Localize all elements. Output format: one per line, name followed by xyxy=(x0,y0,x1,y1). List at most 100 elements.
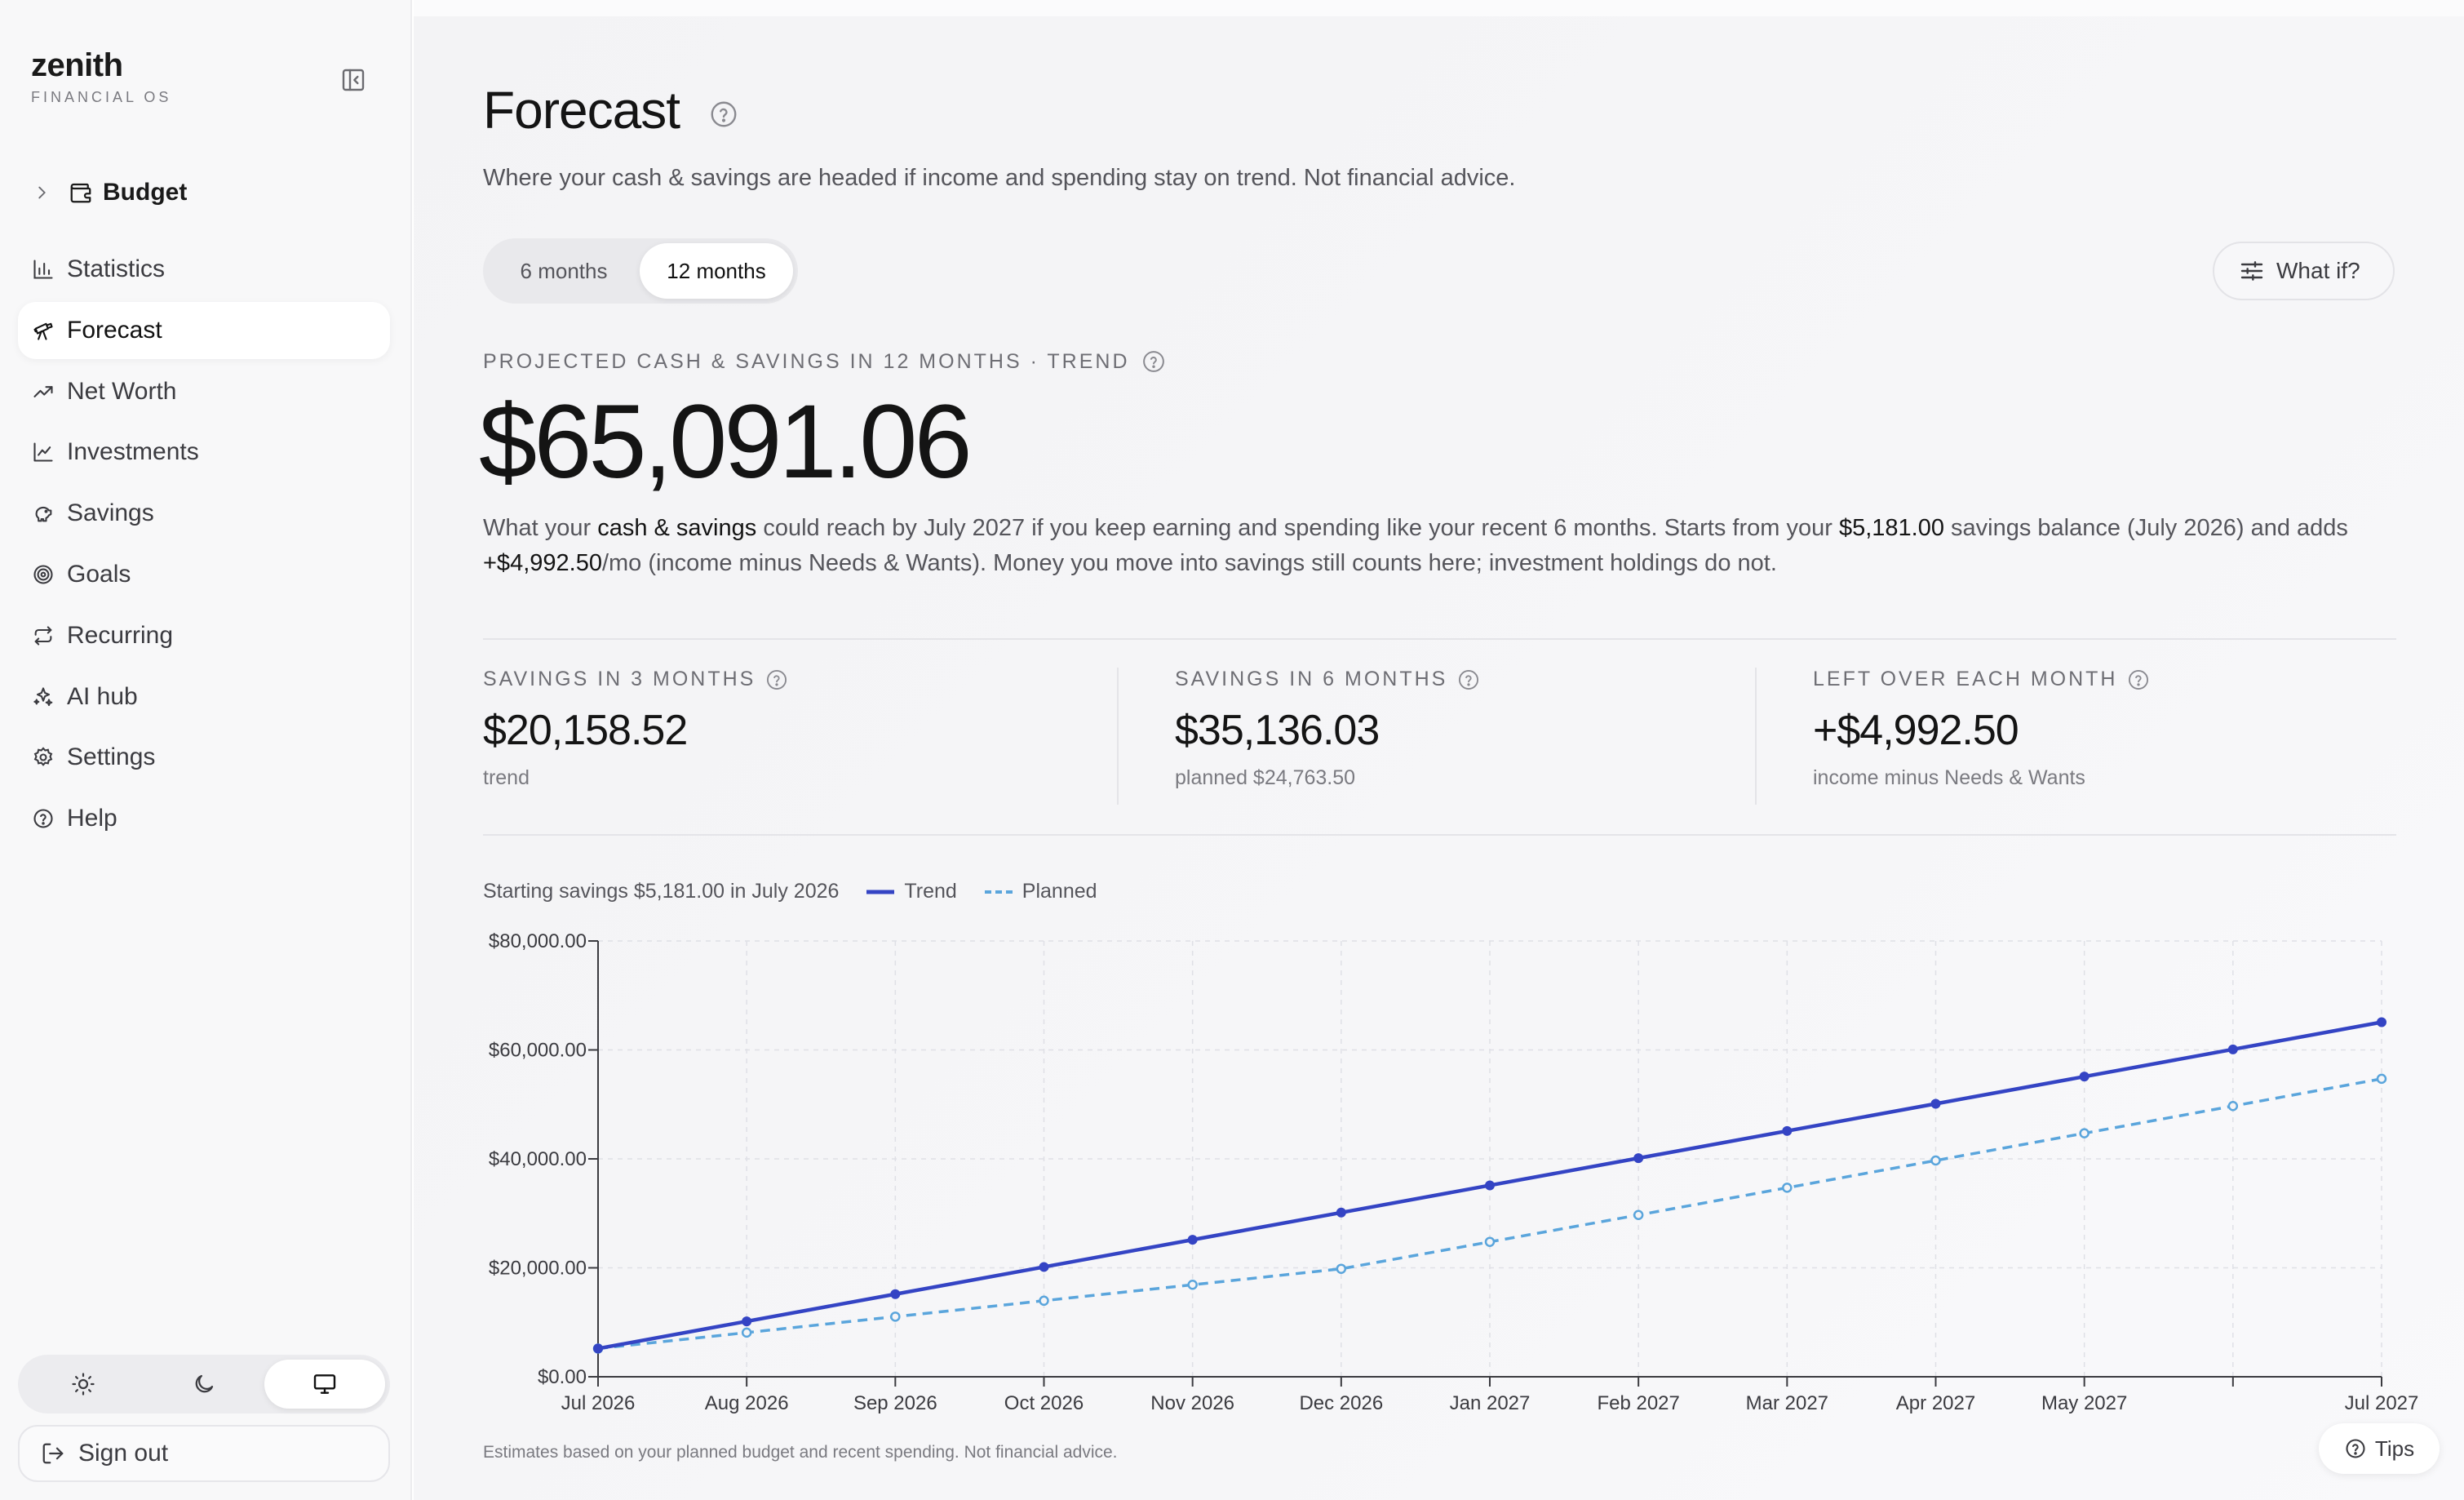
y-tick-label: $80,000.00 xyxy=(489,930,587,952)
footnote: Estimates based on your planned budget a… xyxy=(483,1443,1118,1462)
gear-icon xyxy=(31,745,55,770)
divider xyxy=(483,638,2396,640)
stat-label-text: LEFT OVER EACH MONTH xyxy=(1813,668,2118,690)
y-tick-label: $60,000.00 xyxy=(489,1040,587,1062)
desc-highlight: cash & savings xyxy=(597,515,757,541)
stat-label: SAVINGS IN 3 MONTHS xyxy=(483,668,788,691)
sidebar-item-statistics[interactable]: Statistics xyxy=(18,241,390,298)
stat-label-text: SAVINGS IN 6 MONTHS xyxy=(1175,668,1448,690)
stat-separator xyxy=(1755,668,1757,805)
legend-item-trend[interactable]: Trend xyxy=(866,880,957,903)
main-content: Forecast Where your cash & savings are h… xyxy=(414,0,2464,1500)
data-point-planned xyxy=(1336,1263,1347,1274)
stat-note: trend xyxy=(483,766,530,789)
sidebar-item-label: Net Worth xyxy=(67,377,177,405)
forecast-chart: $0.00 $20,000.00 $40,000.00 $60,000.00 $80,0… xyxy=(489,930,2419,1414)
x-tick-label: Dec 2026 xyxy=(1299,1392,1383,1414)
range-6-months-button[interactable]: 6 months xyxy=(520,258,608,283)
sidebar-item-label: Settings xyxy=(67,743,156,771)
sidebar-item-investments[interactable]: Investments xyxy=(18,424,390,481)
data-point-trend xyxy=(1039,1262,1049,1272)
sidebar-item-help[interactable]: Help xyxy=(18,790,390,847)
data-point-trend xyxy=(1633,1153,1644,1164)
projected-label-text: PROJECTED CASH & SAVINGS IN 12 MONTHS · … xyxy=(483,349,1130,373)
sidebar: zenith FINANCIAL OS Budget Statistics xyxy=(0,0,412,1500)
sign-out-label: Sign out xyxy=(78,1440,169,1467)
help-circle-icon xyxy=(31,806,55,831)
sidebar-item-label: Recurring xyxy=(67,621,174,649)
help-icon[interactable] xyxy=(709,100,738,133)
desc-text: /mo (income minus Needs & Wants). Money … xyxy=(601,550,1777,576)
data-point-trend xyxy=(593,1343,603,1354)
sidebar-item-label: Investments xyxy=(67,438,199,466)
help-circle-icon xyxy=(2346,1439,2365,1458)
sun-icon xyxy=(72,1373,95,1396)
what-if-button[interactable]: What if? xyxy=(2213,242,2395,300)
chart-legend: Starting savings $5,181.00 in July 2026 … xyxy=(483,880,1097,903)
telescope-icon xyxy=(31,318,55,343)
data-point-planned xyxy=(890,1311,901,1322)
sidebar-item-label: Forecast xyxy=(67,316,162,344)
sidebar-item-goals[interactable]: Goals xyxy=(18,546,390,603)
tips-label: Tips xyxy=(2374,1436,2415,1461)
stat-separator xyxy=(1117,668,1119,805)
data-point-planned xyxy=(1039,1295,1049,1307)
piggy-bank-icon xyxy=(31,501,55,526)
x-tick-label: Mar 2027 xyxy=(1746,1392,1828,1414)
data-point-trend xyxy=(742,1316,752,1327)
stat-label: LEFT OVER EACH MONTH xyxy=(1813,668,2150,691)
brand-subtitle: FINANCIAL OS xyxy=(31,89,172,105)
x-tick-label: Jul 2027 xyxy=(2345,1392,2419,1414)
projected-value: $65,091.06 xyxy=(479,384,973,500)
help-icon[interactable] xyxy=(1457,668,1480,691)
sidebar-item-forecast[interactable]: Forecast xyxy=(18,301,390,359)
y-tick-label: $40,000.00 xyxy=(489,1148,587,1170)
help-icon[interactable] xyxy=(765,668,788,691)
line-chart-icon xyxy=(31,440,55,464)
data-point-planned xyxy=(1187,1280,1198,1290)
forecast-description: What your cash & savings could reach by … xyxy=(483,511,2409,581)
theme-light-button[interactable] xyxy=(23,1360,144,1409)
data-point-planned xyxy=(1633,1209,1644,1221)
collapse-sidebar-button[interactable] xyxy=(336,64,370,96)
page-title: Forecast xyxy=(483,81,680,140)
stat-note: income minus Needs & Wants xyxy=(1813,766,2085,789)
sidebar-nav: Statistics Forecast Net Worth Investment… xyxy=(18,241,390,851)
x-tick-label: Feb 2027 xyxy=(1597,1392,1679,1414)
tips-button[interactable]: Tips xyxy=(2319,1423,2440,1474)
sidebar-item-net-worth[interactable]: Net Worth xyxy=(18,363,390,420)
legend-label: Planned xyxy=(1021,880,1097,903)
x-tick-label: May 2027 xyxy=(2041,1392,2127,1414)
sign-out-button[interactable]: Sign out xyxy=(18,1425,390,1482)
theme-system-button[interactable] xyxy=(264,1360,385,1409)
data-point-planned xyxy=(741,1327,752,1338)
data-point-planned xyxy=(1782,1183,1793,1193)
x-tick-label: Oct 2026 xyxy=(1004,1392,1084,1414)
legend-item-planned[interactable]: Planned xyxy=(984,880,1097,903)
stat-label-text: SAVINGS IN 3 MONTHS xyxy=(483,668,756,690)
help-icon[interactable] xyxy=(2127,668,2150,691)
range-12-months-button[interactable]: 12 months xyxy=(640,243,793,299)
x-tick-label: Aug 2026 xyxy=(705,1392,789,1414)
data-point-planned xyxy=(1484,1236,1496,1247)
nav-group-budget[interactable]: Budget xyxy=(18,170,390,215)
divider xyxy=(483,834,2396,836)
brand-logo[interactable]: zenith FINANCIAL OS xyxy=(31,47,171,106)
stat-value: $35,136.03 xyxy=(1175,707,1380,754)
sidebar-item-settings[interactable]: Settings xyxy=(18,729,390,786)
what-if-label: What if? xyxy=(2276,258,2360,283)
brand-name: zenith xyxy=(31,47,123,83)
data-point-trend xyxy=(1485,1180,1495,1191)
sidebar-item-recurring[interactable]: Recurring xyxy=(18,607,390,664)
sidebar-item-ai-hub[interactable]: AI hub xyxy=(18,668,390,726)
help-icon[interactable] xyxy=(1141,349,1166,374)
legend-label: Trend xyxy=(904,880,957,903)
sparkles-icon xyxy=(31,685,55,709)
data-point-planned xyxy=(2376,1073,2387,1085)
theme-dark-button[interactable] xyxy=(144,1360,264,1409)
sidebar-item-savings[interactable]: Savings xyxy=(18,485,390,542)
sidebar-item-label: Help xyxy=(67,805,117,832)
data-point-trend xyxy=(890,1289,901,1299)
desc-highlight: $5,181.00 xyxy=(1838,515,1944,541)
stat-value: $20,158.52 xyxy=(483,707,688,754)
